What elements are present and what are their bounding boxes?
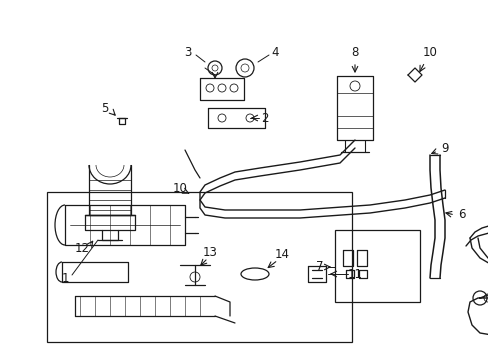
Text: 12: 12	[74, 242, 89, 255]
Text: 4: 4	[271, 45, 278, 58]
Text: 11: 11	[347, 267, 362, 280]
Text: 8: 8	[350, 45, 358, 58]
Bar	[334, 230, 419, 302]
Text: 13: 13	[202, 246, 217, 258]
Text: 1: 1	[61, 271, 69, 284]
Text: 10: 10	[422, 45, 437, 58]
Bar	[47, 192, 351, 342]
Text: 2: 2	[261, 112, 268, 125]
Text: 3: 3	[184, 45, 191, 58]
Text: 14: 14	[274, 248, 289, 261]
Text: 6: 6	[457, 208, 465, 221]
Text: 9: 9	[440, 141, 448, 154]
Text: 5: 5	[101, 102, 108, 114]
Text: 10: 10	[172, 181, 187, 194]
Text: 7: 7	[316, 261, 323, 274]
